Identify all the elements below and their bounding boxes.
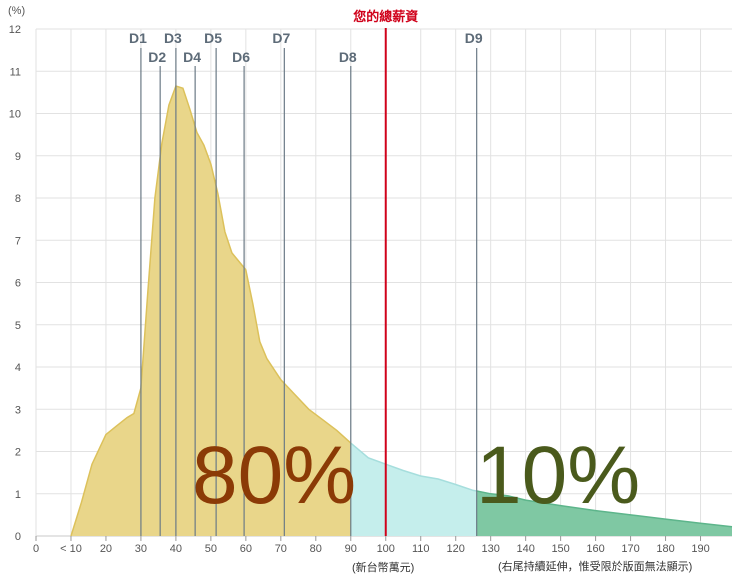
y-tick-label: 3 [15,404,21,416]
your-salary-marker: 您的總薪資 [353,9,418,536]
y-tick-label: 2 [15,447,21,459]
x-axis: 0 < 10 20 30 40 50 60 70 80 90 100 110 120 130 140 150 1… [33,536,710,555]
decile-label-d9: D9 [465,30,483,46]
x-tick-label: 170 [621,543,639,555]
y-tick-label: 1 [15,489,21,501]
y-tick-label: 8 [15,193,21,205]
x-tick-label: 100 [377,543,395,555]
percent-label-10: 10% [476,430,640,521]
x-tick-label: 140 [516,543,534,555]
x-tick-label: 110 [412,543,430,555]
decile-label-d8: D8 [339,49,357,65]
x-tick-label: 180 [656,543,674,555]
decile-label-d2: D2 [148,49,166,65]
x-tick-label: 80 [310,543,322,555]
x-tick-label: < 10 [60,543,82,555]
area-edge-3 [476,490,733,528]
x-tick-label: 0 [33,543,39,555]
area-region-3 [476,491,732,536]
x-tick-label: 120 [447,543,465,555]
x-tick-label: 150 [551,543,569,555]
right-tail-note: (右尾持續延伸，惟受限於版面無法顯示) [498,559,692,573]
x-tick-label: 90 [345,543,357,555]
y-tick-label: 4 [15,362,21,374]
y-tick-label: 12 [9,24,21,36]
x-tick-label: 50 [205,543,217,555]
y-tick-label: 10 [9,109,21,121]
y-tick-label: 7 [15,235,21,247]
your-salary-label: 您的總薪資 [353,9,418,24]
x-tick-label: 60 [240,543,252,555]
y-tick-label: 5 [15,320,21,332]
decile-label-d3: D3 [164,30,182,46]
x-tick-label: 30 [135,543,147,555]
y-tick-label: 0 [15,531,21,543]
x-tick-label: 20 [100,543,112,555]
decile-label-d5: D5 [204,30,222,46]
y-tick-label: 6 [15,278,21,290]
decile-label-d6: D6 [232,49,250,65]
y-unit-label: (%) [8,5,25,17]
x-unit-label: (新台幣萬元) [352,560,414,574]
decile-label-d4: D4 [183,49,201,65]
y-tick-label: 11 [10,66,21,78]
x-tick-label: 70 [275,543,287,555]
percent-label-80: 80% [192,430,356,521]
x-tick-label: 40 [170,543,182,555]
decile-label-d1: D1 [129,30,147,46]
area-edge-1 [70,85,352,537]
x-tick-label: 190 [691,543,709,555]
area-region-2 [350,443,477,536]
y-tick-label: 9 [15,151,21,163]
x-tick-label: 130 [481,543,499,555]
x-tick-label: 160 [586,543,604,555]
decile-label-d7: D7 [272,30,290,46]
area-edge-2 [350,442,477,492]
